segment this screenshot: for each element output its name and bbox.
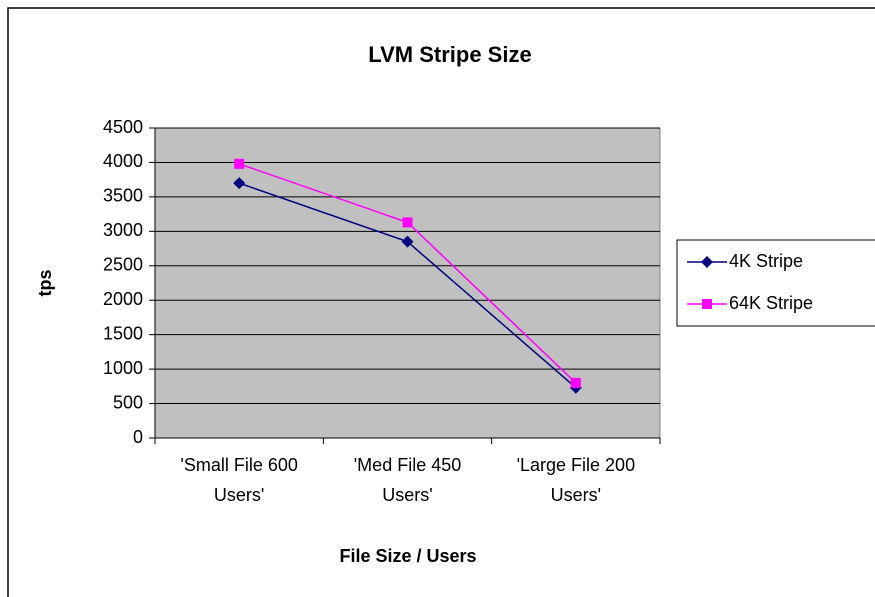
y-tick-label: 3000 (103, 220, 143, 240)
y-tick-label: 1000 (103, 358, 143, 378)
plot-area (154, 127, 661, 439)
data-point (402, 217, 413, 228)
legend-marker (701, 256, 713, 268)
legend-box (676, 239, 875, 327)
data-point (570, 377, 581, 388)
x-tick-label: 'Med File 450 Users' (353, 455, 462, 505)
legend-label: 4K Stripe (729, 251, 803, 271)
y-tick-label: 3500 (103, 186, 143, 206)
y-tick-label: 500 (113, 392, 143, 412)
x-tick-label: 'Small File 600 Users' (180, 455, 298, 505)
data-point (234, 158, 245, 169)
y-axis-label: tps (35, 270, 55, 297)
legend-label: 64K Stripe (729, 293, 813, 313)
data-point (401, 235, 414, 248)
x-tick-label: 'Large File 200 Users' (516, 455, 636, 505)
legend-marker (702, 299, 712, 309)
chart-title: LVM Stripe Size (368, 42, 531, 67)
y-tick-label: 4000 (103, 151, 143, 171)
data-point (233, 177, 246, 190)
y-tick-label: 2500 (103, 255, 143, 275)
y-tick-label: 0 (133, 427, 143, 447)
y-tick-label: 1500 (103, 323, 143, 343)
y-tick-label: 2000 (103, 289, 143, 309)
y-tick-label: 4500 (103, 117, 143, 137)
x-axis-label: File Size / Users (339, 546, 476, 566)
